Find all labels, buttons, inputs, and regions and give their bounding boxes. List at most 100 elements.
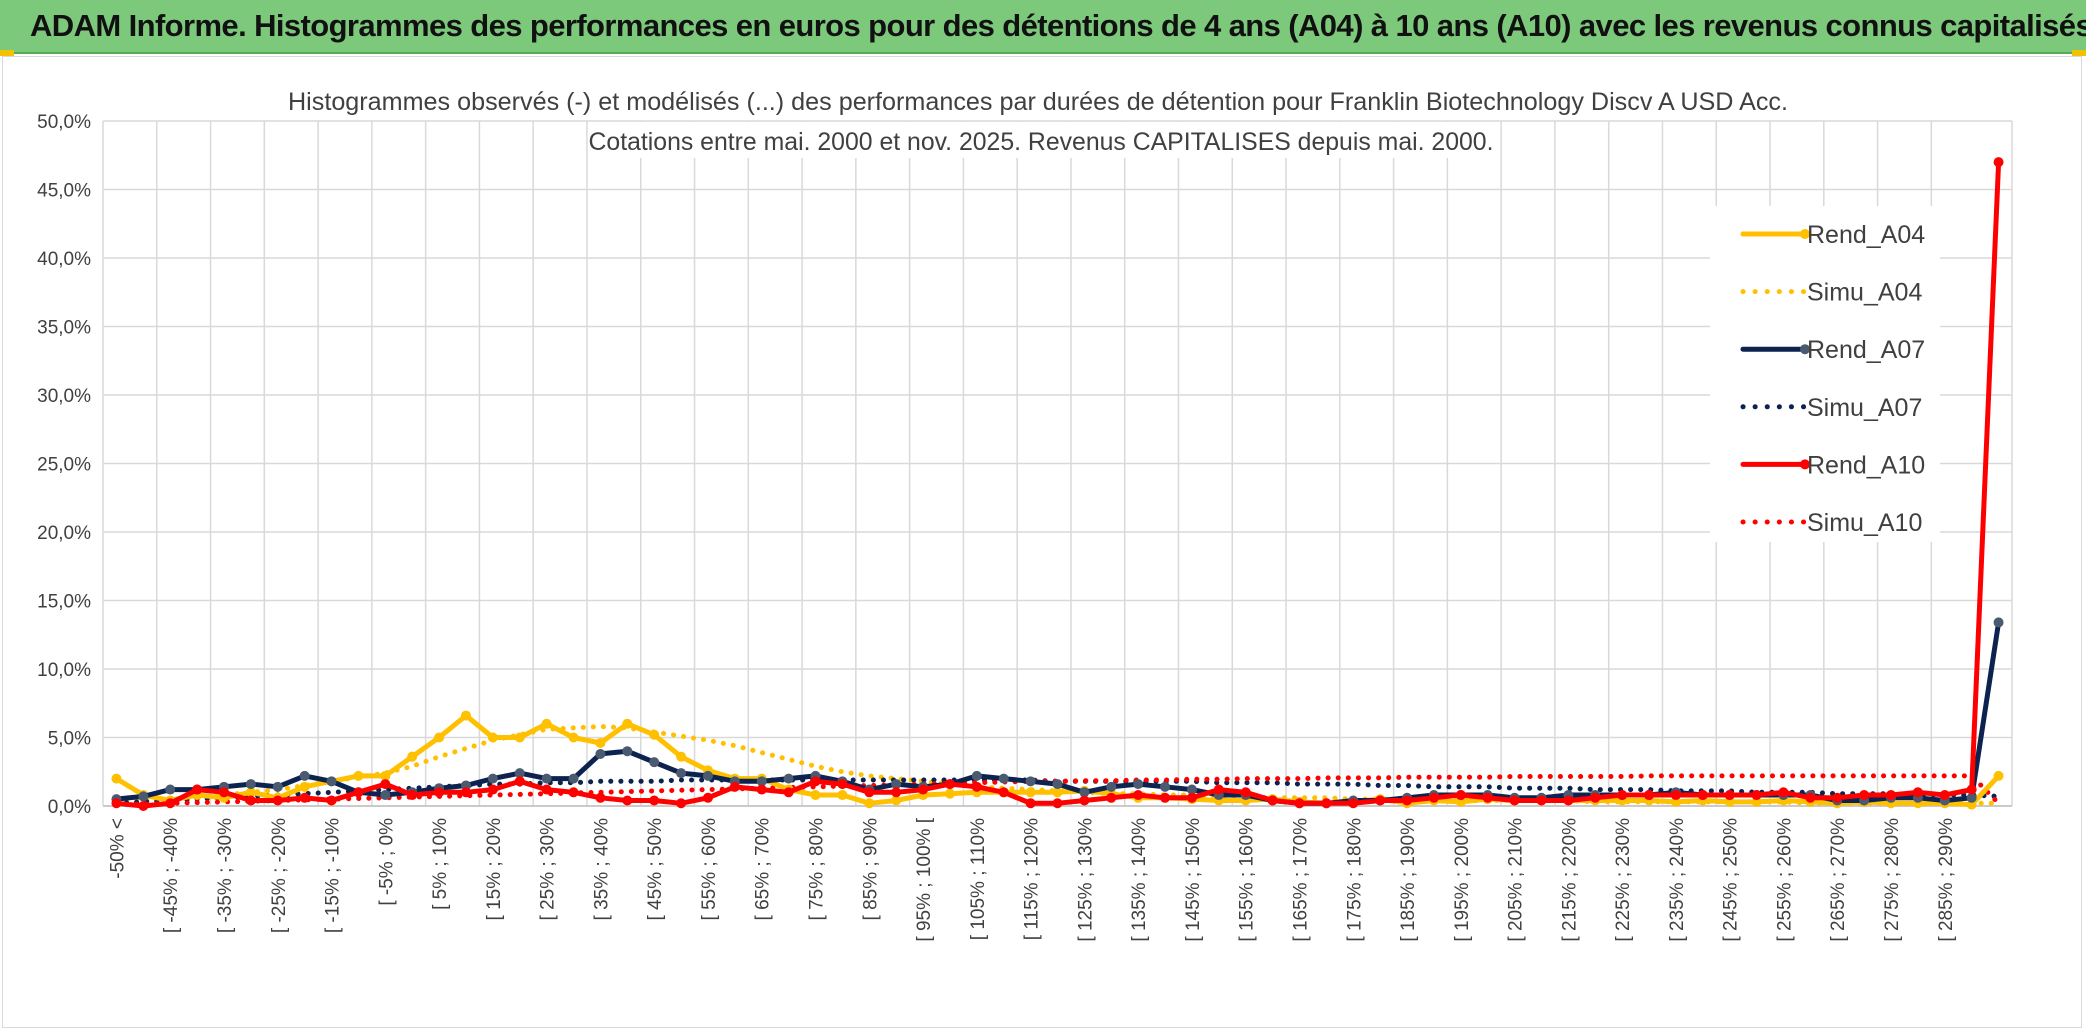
x-tick-label: [ 55% ; 60%: [699, 818, 720, 921]
point-rend-a04: [944, 788, 955, 799]
point-rend-a10: [1966, 784, 1977, 795]
legend-marker-rend-a04: [1800, 229, 1810, 239]
point-rend-a04: [1751, 796, 1762, 807]
point-rend-a10: [1079, 795, 1090, 806]
x-tick-label: [ 265% ; 270%: [1828, 818, 1849, 942]
y-tick-label: 5,0%: [48, 729, 91, 750]
point-rend-a10: [1778, 787, 1789, 798]
point-rend-a10: [944, 779, 955, 790]
x-tick-label: [ 75% ; 80%: [807, 818, 828, 921]
x-tick-label: [ 155% ; 160%: [1237, 818, 1258, 942]
point-rend-a10: [1617, 790, 1628, 801]
point-rend-a10: [380, 779, 391, 790]
point-rend-a07: [1966, 792, 1977, 803]
point-rend-a10: [1133, 790, 1144, 801]
point-rend-a10: [434, 787, 445, 798]
point-rend-a10: [514, 776, 525, 787]
legend-label-simu-a04: Simu_A04: [1807, 279, 1922, 307]
point-rend-a07: [1079, 787, 1090, 798]
legend-bg: [1710, 206, 1940, 542]
point-rend-a10: [1912, 787, 1923, 798]
x-tick-label: [ 245% ; 250%: [1721, 818, 1742, 942]
x-tick-label: [ 225% ; 230%: [1613, 818, 1634, 942]
point-rend-a10: [810, 776, 821, 787]
point-rend-a10: [1670, 790, 1681, 801]
point-rend-a10: [326, 795, 337, 806]
legend-label-simu-a10: Simu_A10: [1807, 509, 1922, 537]
point-rend-a04: [1724, 796, 1735, 807]
legend-marker-rend-a07: [1800, 344, 1810, 355]
point-rend-a04: [1455, 796, 1466, 807]
point-rend-a07: [1160, 781, 1171, 792]
point-rend-a10: [622, 795, 633, 806]
x-tick-label: [ -5% ; 0%: [376, 818, 397, 906]
x-tick-label: [ 45% ; 50%: [645, 818, 666, 921]
point-rend-a04: [245, 787, 256, 798]
point-rend-a07: [891, 779, 902, 790]
x-tick-label: [ 175% ; 180%: [1344, 818, 1365, 942]
point-rend-a10: [891, 787, 902, 798]
point-rend-a10: [1859, 790, 1870, 801]
point-rend-a04: [1670, 796, 1681, 807]
x-tick-label: [ 35% ; 40%: [591, 818, 612, 921]
point-rend-a10: [1213, 784, 1224, 795]
x-tick-label: -50% <: [107, 818, 128, 879]
point-rend-a04: [487, 732, 498, 743]
point-rend-a10: [1052, 798, 1063, 809]
x-tick-label: [ 5% ; 10%: [430, 818, 451, 910]
report-title: ADAM Informe. Histogrammes des performan…: [30, 8, 2086, 43]
point-rend-a04: [649, 729, 660, 740]
legend-marker-rend-a10: [1800, 459, 1810, 470]
grid-layer: [102, 120, 2013, 807]
point-rend-a07: [245, 779, 256, 790]
point-rend-a04: [1052, 787, 1063, 798]
point-rend-a10: [1294, 798, 1305, 809]
x-tick-label: [ 165% ; 170%: [1290, 818, 1311, 942]
point-rend-a10: [1563, 795, 1574, 806]
point-rend-a07: [138, 791, 149, 802]
y-tick-label: 35,0%: [37, 318, 91, 339]
point-rend-a10: [918, 784, 929, 795]
point-rend-a10: [138, 801, 149, 811]
x-tick-label: [ 105% ; 110%: [968, 818, 989, 940]
x-tick-label: [ 255% ; 260%: [1774, 818, 1795, 942]
point-rend-a07: [1052, 779, 1063, 790]
point-rend-a10: [676, 798, 687, 809]
y-tick-label: 0,0%: [48, 797, 91, 818]
point-rend-a10: [1455, 790, 1466, 801]
y-tick-label: 15,0%: [37, 592, 91, 613]
legend-label-rend-a07: Rend_A07: [1807, 336, 1925, 364]
point-rend-a07: [649, 757, 660, 768]
point-rend-a10: [568, 787, 579, 798]
point-rend-a10: [487, 784, 498, 795]
x-tick-label: [ 135% ; 140%: [1129, 818, 1150, 942]
y-tick-label: 45,0%: [37, 181, 91, 202]
point-rend-a10: [1240, 787, 1251, 798]
y-tick-label: 40,0%: [37, 249, 91, 270]
point-rend-a10: [649, 795, 660, 806]
x-tick-label: [ -25% ; -20%: [269, 818, 290, 933]
point-rend-a10: [1321, 798, 1332, 809]
x-tick-label: [ 285% ; 290%: [1936, 818, 1957, 942]
y-tick-label: 25,0%: [37, 455, 91, 476]
point-rend-a10: [1186, 792, 1197, 803]
point-rend-a07: [595, 748, 606, 759]
point-rend-a10: [864, 787, 875, 798]
point-rend-a10: [1106, 792, 1117, 803]
x-tick-label: [ 125% ; 130%: [1075, 818, 1096, 942]
x-tick-label: [ 205% ; 210%: [1506, 818, 1527, 942]
y-tick-label: 10,0%: [37, 660, 91, 681]
point-rend-a10: [111, 798, 122, 809]
x-tick-label: [ 275% ; 280%: [1882, 818, 1903, 942]
point-rend-a10: [1375, 795, 1386, 806]
point-rend-a10: [299, 792, 310, 803]
point-rend-a07: [299, 770, 310, 781]
point-rend-a04: [837, 790, 848, 801]
point-rend-a07: [622, 746, 633, 757]
legend: Rend_A04 Simu_A04 Rend_A07 Simu_A07 Rend_A10…: [1710, 206, 1940, 542]
corner-mark-right: [2072, 50, 2086, 56]
x-tick-label: [ 15% ; 20%: [484, 818, 505, 921]
point-rend-a10: [1536, 795, 1547, 806]
point-rend-a04: [541, 718, 552, 729]
point-rend-a10: [756, 784, 767, 795]
